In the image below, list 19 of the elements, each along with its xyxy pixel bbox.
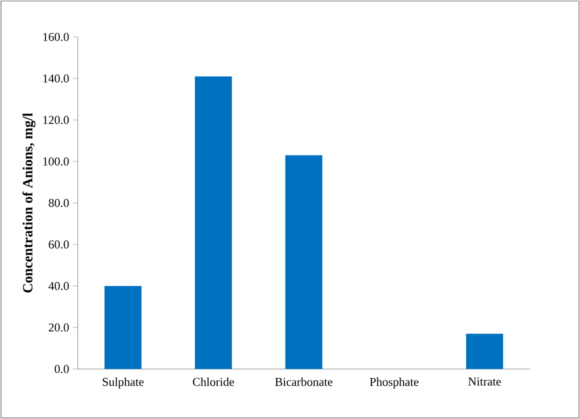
x-tick-label: Bicarbonate	[275, 378, 332, 386]
x-tick-label: Phosphate	[370, 378, 418, 388]
y-tick-label: 20.0	[48, 323, 69, 332]
x-tick-label: Chloride	[192, 378, 234, 386]
y-tick-label: 60.0	[48, 240, 69, 249]
y-tick-label: 120.0	[43, 116, 69, 124]
x-tick-label: Sulphate	[102, 378, 144, 388]
bar	[194, 76, 232, 369]
y-tick-label: 160.0	[43, 32, 69, 42]
y-tick-label: 80.0	[48, 198, 69, 208]
y-tick-label: 40.0	[48, 282, 69, 290]
y-tick-label: 100.0	[43, 157, 69, 166]
y-tick-label: 140.0	[43, 74, 69, 83]
y-axis-title: Concentration of Anions, mg/l	[22, 113, 36, 293]
bar	[104, 286, 142, 369]
y-tick-label: 0.0	[54, 364, 69, 374]
x-tick-label: Nitrate	[468, 378, 501, 386]
bar	[285, 155, 322, 369]
bar	[466, 334, 504, 369]
